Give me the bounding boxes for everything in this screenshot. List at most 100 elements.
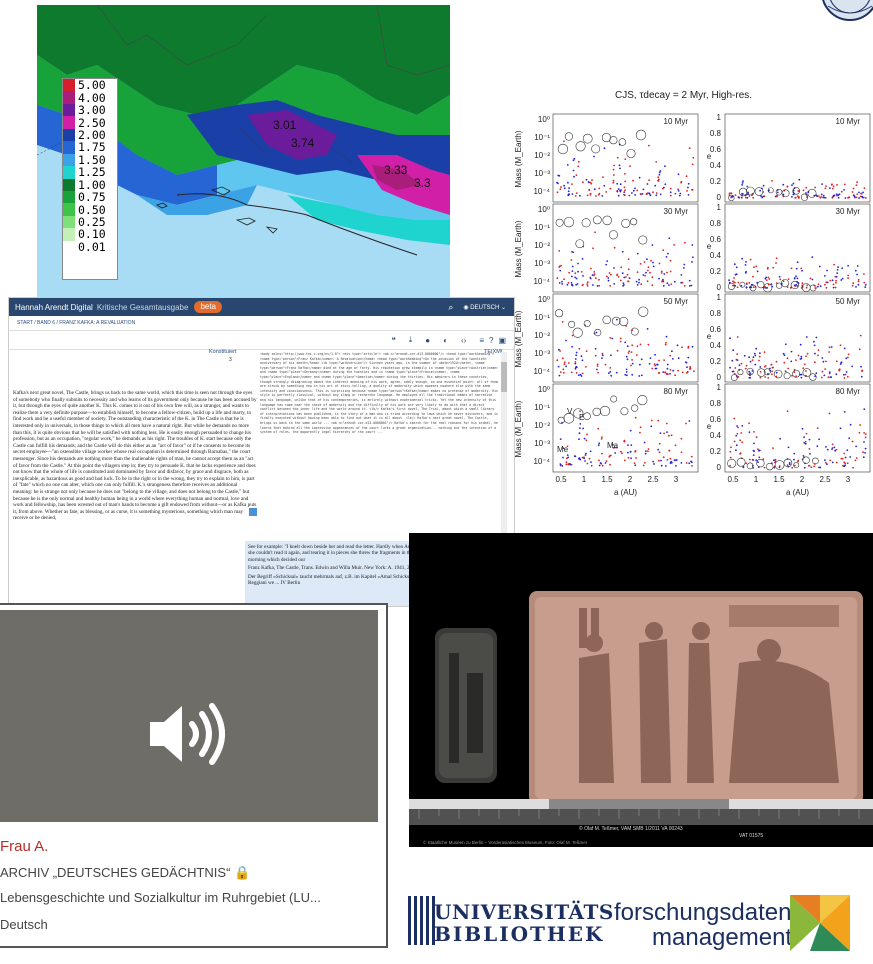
- data-point: [836, 184, 838, 186]
- data-point: [796, 277, 799, 280]
- data-point: [848, 437, 851, 440]
- data-point: [855, 445, 857, 448]
- data-point: [578, 347, 581, 350]
- legend-label: 1.25: [78, 165, 106, 180]
- data-point: [847, 277, 849, 279]
- data-point: [840, 190, 843, 193]
- data-point: [585, 178, 588, 181]
- legend-entry: 5.00: [63, 79, 117, 92]
- menu-icon[interactable]: ≡: [479, 335, 484, 345]
- data-point: [575, 174, 578, 176]
- audio-record-card[interactable]: Frau A. ARCHIV „DEUTSCHES GEDÄCHTNIS“ 🔒 …: [0, 603, 388, 948]
- data-point: [796, 195, 799, 197]
- panel-label: 80 Myr: [836, 387, 861, 396]
- data-point: [666, 282, 669, 285]
- quote-icon[interactable]: ❝: [391, 335, 396, 345]
- data-point: [753, 450, 755, 452]
- view-select-left[interactable]: Konstituiert: [209, 349, 237, 355]
- data-point: [835, 448, 838, 451]
- data-point: [680, 451, 683, 454]
- planet-embryo: [555, 218, 564, 227]
- photo-caption-2: VAT 01575: [739, 833, 764, 839]
- data-point: [583, 456, 585, 459]
- download-icon[interactable]: ⤓: [408, 335, 413, 344]
- planet-embryo: [564, 132, 573, 141]
- comment-icon[interactable]: ●: [425, 335, 431, 345]
- planet-embryo: [611, 316, 621, 326]
- data-point: [595, 195, 597, 197]
- had-brand[interactable]: Hannah Arendt Digital: [15, 302, 93, 312]
- scrollbar[interactable]: [501, 352, 507, 542]
- data-point: [729, 464, 731, 467]
- data-point: [601, 452, 603, 455]
- y-tick-label: 10⁻⁴: [533, 187, 550, 196]
- view-icon[interactable]: ◐: [443, 335, 448, 345]
- data-point: [745, 196, 747, 199]
- data-point: [733, 263, 736, 266]
- data-point: [631, 362, 634, 365]
- interviewee-name[interactable]: Frau A.: [0, 838, 49, 855]
- data-point: [621, 452, 623, 455]
- data-point: [652, 460, 654, 463]
- data-point: [773, 459, 775, 462]
- data-point: [822, 360, 825, 363]
- data-point: [747, 191, 749, 194]
- data-point: [585, 350, 588, 352]
- data-point: [630, 457, 632, 460]
- data-point: [586, 283, 589, 285]
- data-point: [863, 408, 866, 410]
- language-selector[interactable]: ◉ DEUTSCH ⌄: [463, 304, 506, 311]
- note-marker-icon[interactable]: [249, 508, 257, 516]
- data-point: [758, 355, 761, 358]
- data-point: [762, 184, 765, 187]
- code-icon[interactable]: ‹›: [460, 335, 467, 345]
- data-point: [813, 344, 816, 347]
- data-point: [790, 360, 793, 363]
- data-point: [665, 341, 667, 344]
- data-point: [559, 371, 562, 373]
- data-point: [648, 362, 651, 365]
- data-point: [849, 423, 852, 426]
- data-point: [575, 277, 578, 280]
- grid-icon[interactable]: ▣: [498, 335, 506, 345]
- data-point: [665, 256, 668, 258]
- data-point: [658, 451, 661, 454]
- map-value-label: 3.74: [291, 136, 315, 150]
- data-point: [584, 460, 586, 462]
- legend-entry: 2.50: [63, 116, 117, 129]
- audio-player[interactable]: [0, 610, 378, 822]
- data-point: [816, 195, 819, 198]
- legend-label: 3.00: [78, 103, 106, 118]
- planet-embryo: [807, 188, 817, 198]
- planet-embryo: [573, 408, 584, 419]
- data-point: [787, 278, 790, 280]
- data-point: [805, 374, 807, 377]
- x-tick-label: 2.5: [819, 475, 831, 484]
- data-point: [674, 192, 677, 195]
- data-point: [819, 466, 822, 469]
- view-select-right[interactable]: TEIXML: [484, 349, 504, 355]
- data-point: [677, 369, 679, 372]
- data-point: [664, 165, 666, 167]
- data-point: [743, 354, 746, 357]
- data-point: [573, 175, 575, 178]
- page-number: 3: [229, 357, 232, 363]
- breadcrumb[interactable]: START / BAND 6 / FRANZ KAFKA: A REVALUAT…: [9, 316, 514, 331]
- data-point: [634, 416, 637, 419]
- help-icon[interactable]: ?: [488, 335, 494, 345]
- data-point: [843, 373, 845, 376]
- data-point: [831, 196, 834, 199]
- data-point: [806, 196, 808, 198]
- data-point: [582, 245, 585, 248]
- data-point: [826, 269, 828, 272]
- y-axis-label-right: e: [707, 242, 712, 251]
- speaker-icon[interactable]: [148, 702, 228, 766]
- data-point: [562, 456, 564, 459]
- data-point: [677, 173, 680, 176]
- planet-embryo: [610, 395, 618, 403]
- data-point: [752, 459, 755, 461]
- search-icon[interactable]: ⌕: [448, 301, 454, 312]
- planet-embryo: [749, 284, 757, 292]
- data-point: [644, 450, 647, 452]
- data-point: [794, 464, 796, 467]
